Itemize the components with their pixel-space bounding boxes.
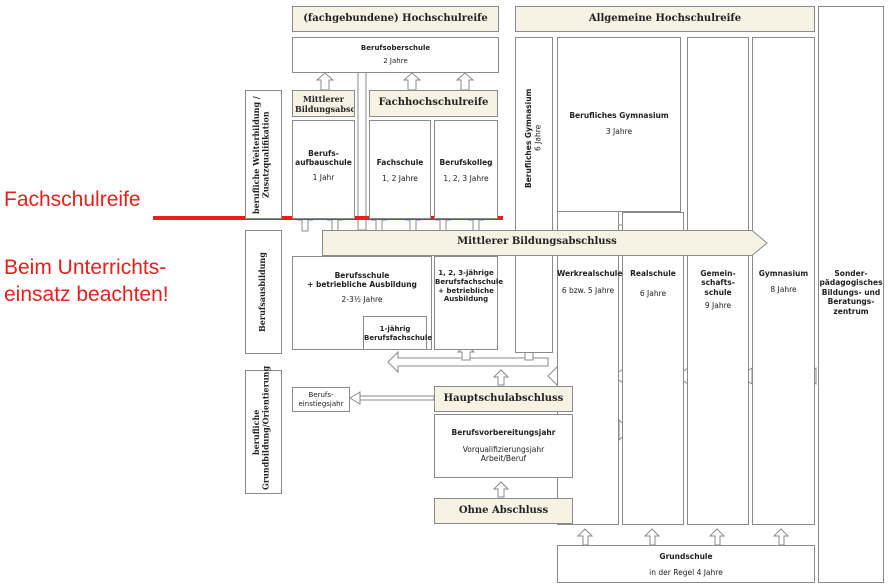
berufliches-gymnasium-name: Berufliches Gymnasium [569, 111, 669, 120]
fachschule-box: Fachschule 1, 2 Jahre [369, 120, 431, 219]
berufskolleg-box: Berufskolleg 1, 2, 3 Jahre [434, 120, 498, 219]
realschule-column [687, 37, 749, 525]
mittlerer-bildungsabschluss-arrow [322, 230, 768, 256]
werkrealschule-column [557, 212, 619, 525]
mehrjaehrig-berufsfachschule-box: 1, 2, 3-jährige Berufsfachschule + betri… [434, 256, 504, 350]
mittlerer-bildungsabschluss-label: Mittlerer Bildungsabschluss [457, 236, 617, 247]
weiterbildung-label: berufliche Weiterbildung / Zusatzqualifi… [251, 96, 271, 214]
mittlerer-bildungsabschl-label: Mittlerer Bildungsabschl [295, 94, 355, 114]
berufsausbildung-side-box: Berufsausbildung [245, 230, 282, 354]
berufseinstiegsjahr-box: Berufs- einstiegsjahr [292, 387, 350, 412]
berufsoberschule-box: Berufsoberschule 2 Jahre [292, 37, 499, 73]
werkrealschule-name: Werkrealschule [557, 269, 623, 278]
berufliches-gymnasium-box: Berufliches Gymnasium 3 Jahre [557, 37, 681, 212]
fachhochschulreife-box: Fachhochschulreife [369, 90, 498, 117]
ohne-abschluss-label: Ohne Abschluss [458, 505, 549, 516]
berufliches-gymnasium-vertical-duration: 6 Jahre [533, 124, 543, 152]
mehrjaehrig-berufsfachschule-label: 1, 2, 3-jährige Berufsfachschule + betri… [435, 269, 504, 304]
berufsaufbauschule-name: Berufs- aufbauschule [295, 149, 352, 168]
beachten-annotation: Beim Unterrichts- einsatz beachten! [4, 256, 169, 307]
realschule-name: Realschule [630, 269, 676, 278]
berufsoberschule-duration: 2 Jahre [383, 57, 408, 65]
ohne-abschluss-box: Ohne Abschluss [434, 498, 573, 524]
mittlerer-bildungsabschl-box: Mittlerer Bildungsabschl [292, 90, 355, 117]
berufskolleg-name: Berufskolleg [439, 158, 493, 167]
gemeinschaftsschule-duration: 9 Jahre [704, 301, 732, 310]
hauptschulabschluss-box: Hauptschulabschluss [434, 386, 573, 412]
fachschule-duration: 1, 2 Jahre [382, 174, 418, 183]
berufsschule-name: Berufsschule + betriebliche Ausbildung [307, 271, 417, 290]
einjaehrig-berufsfachschule-label: 1-jährig Berufsfachschule [364, 325, 433, 342]
berufsausbildung-label: Berufsausbildung [257, 252, 267, 333]
grundschule-duration: in der Regel 4 Jahre [649, 568, 723, 577]
grundschule-box: Grundschule in der Regel 4 Jahre [557, 545, 815, 583]
berufliches-gymnasium-duration: 3 Jahre [605, 127, 633, 136]
berufseinstiegsjahr-label: Berufs- einstiegsjahr [298, 391, 344, 408]
realschule-duration: 6 Jahre [639, 289, 667, 298]
berufsvorbereitungsjahr-name: Berufsvorbereitungsjahr [451, 428, 556, 437]
sbbz-box: Sonder- pädagogisches Bildungs- und Bera… [818, 6, 884, 583]
gemeinschaftsschule-name: Gemein- schafts- schule [700, 269, 736, 297]
grundbildung-side-box: berufliche Grundbildung/Orientierung [245, 365, 282, 494]
realschule-col-box [622, 212, 684, 525]
berufsschule-duration: 2-3½ Jahre [341, 295, 383, 304]
berufsaufbauschule-duration: 1 Jahr [312, 173, 335, 182]
allgemeine-hochschulreife-box: Allgemeine Hochschulreife [515, 6, 815, 32]
fachschule-name: Fachschule [376, 158, 424, 167]
hauptschulabschluss-label: Hauptschulabschluss [443, 393, 564, 404]
gymnasium-duration: 8 Jahre [770, 285, 797, 294]
fachgebundene-hochschulreife-box: (fachgebundene) Hochschulreife [292, 6, 499, 32]
berufskolleg-duration: 1, 2, 3 Jahre [443, 174, 489, 183]
berufsoberschule-name: Berufsoberschule [360, 44, 431, 52]
werkrealschule-duration: 6 bzw. 5 Jahre [561, 286, 615, 295]
einjaehrig-berufsfachschule-box: 1-jährig Berufsfachschule [363, 316, 433, 350]
sbbz-label: Sonder- pädagogisches Bildungs- und Bera… [819, 269, 883, 316]
fachschulreife-annotation: Fachschulreife [4, 188, 141, 211]
fachhochschulreife-label: Fachhochschulreife [378, 97, 489, 108]
grundbildung-label: berufliche Grundbildung/Orientierung [251, 365, 271, 490]
gymnasium-column [752, 37, 815, 525]
gymnasium-name: Gymnasium [758, 269, 809, 278]
grundschule-name: Grundschule [659, 552, 713, 561]
berufsaufbauschule-box: Berufs- aufbauschule 1 Jahr [292, 120, 355, 219]
berufliches-gymnasium-vertical-name: Berufliches Gymnasium [524, 88, 533, 188]
berufsvorbereitungsjahr-box: Berufsvorbereitungsjahr Vorqualifizierun… [434, 414, 573, 478]
berufliches-gymnasium-column: Berufliches Gymnasium 6 Jahre [515, 37, 553, 353]
fachgebundene-hochschulreife-label: (fachgebundene) Hochschulreife [303, 13, 488, 24]
allgemeine-hochschulreife-label: Allgemeine Hochschulreife [588, 13, 742, 24]
weiterbildung-side-box: berufliche Weiterbildung / Zusatzqualifi… [245, 90, 282, 219]
berufsvorbereitungsjahr-sub: Vorqualifizierungsjahr Arbeit/Beruf [462, 445, 545, 464]
